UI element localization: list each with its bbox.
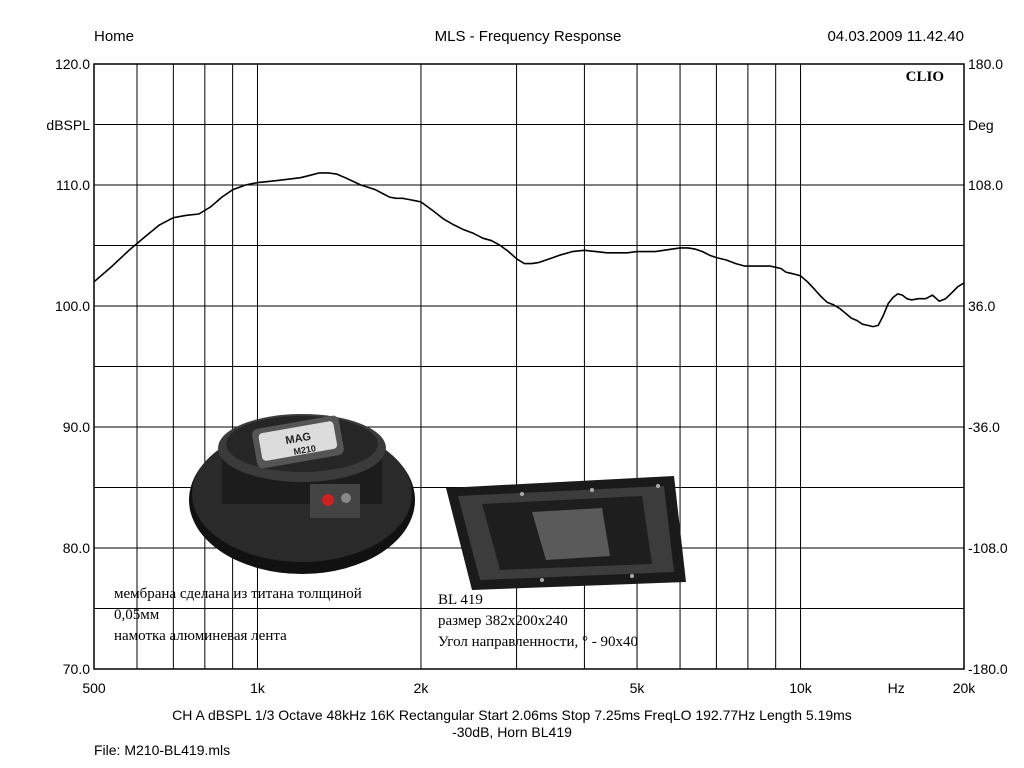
chart-series <box>93 172 965 328</box>
horn-note-1: BL 419 <box>438 592 483 608</box>
x-tick-label: 20k <box>953 680 977 696</box>
header-home: Home <box>94 28 135 45</box>
y2-tick-label: 36.0 <box>968 298 995 314</box>
clio-brand-label: CLIO <box>906 69 944 85</box>
y-tick-label: 100.0 <box>55 298 90 314</box>
y-tick-label: 90.0 <box>63 419 90 435</box>
x-tick-label: 2k <box>414 680 430 696</box>
chart-axis-labels: 120.0 110.0 100.0 90.0 80.0 70.0 180.0 108.0 36.… <box>46 56 1008 696</box>
horn-note-2: размер 382x200x240 <box>438 613 568 629</box>
x-tick-label: 500 <box>82 680 106 696</box>
y2-tick-label: -108.0 <box>968 540 1008 556</box>
x-tick-label: 10k <box>789 680 813 696</box>
measurement-notes: -30dB, Horn BL419 <box>452 724 572 740</box>
y-axis-label: dBSPL <box>46 117 90 133</box>
measurement-settings: CH A dBSPL 1/3 Octave 48kHz 16K Rectangu… <box>172 707 852 723</box>
horn-photo <box>446 476 686 590</box>
y2-tick-label: 108.0 <box>968 177 1003 193</box>
horn-notes: BL 419 размер 382x200x240 Угол направлен… <box>438 590 638 653</box>
horn-note-3: Угол направленности, ° - 90x40 <box>438 634 638 650</box>
file-name: File: M210-BL419.mls <box>94 742 231 758</box>
driver-brand-label: MAG <box>285 431 312 447</box>
y2-tick-label: 180.0 <box>968 56 1003 72</box>
compression-driver-photo: MAG M210 <box>189 414 415 574</box>
y-tick-label: 120.0 <box>55 56 90 72</box>
x-tick-label: 1k <box>250 680 266 696</box>
driver-note-2: 0,05мм <box>114 607 160 623</box>
x-tick-label: 5k <box>630 680 646 696</box>
header-title: MLS - Frequency Response <box>434 28 622 45</box>
driver-notes: мембрана сделана из титана толщиной 0,05… <box>114 584 362 647</box>
header-timestamp: 04.03.2009 11.42.40 <box>827 28 964 45</box>
y-tick-label: 70.0 <box>63 661 90 677</box>
x-axis-unit: Hz <box>888 680 905 696</box>
y-tick-label: 80.0 <box>63 540 90 556</box>
driver-model-label: M210 <box>293 443 317 457</box>
y-tick-label: 110.0 <box>56 177 90 193</box>
y2-tick-label: -180.0 <box>968 661 1008 677</box>
frequency-response-line <box>93 172 965 328</box>
y2-tick-label: -36.0 <box>968 419 1000 435</box>
y2-axis-label: Deg <box>968 117 994 133</box>
driver-note-3: намотка алюминевая лента <box>114 628 287 644</box>
driver-note-1: мембрана сделана из титана толщиной <box>114 586 362 602</box>
